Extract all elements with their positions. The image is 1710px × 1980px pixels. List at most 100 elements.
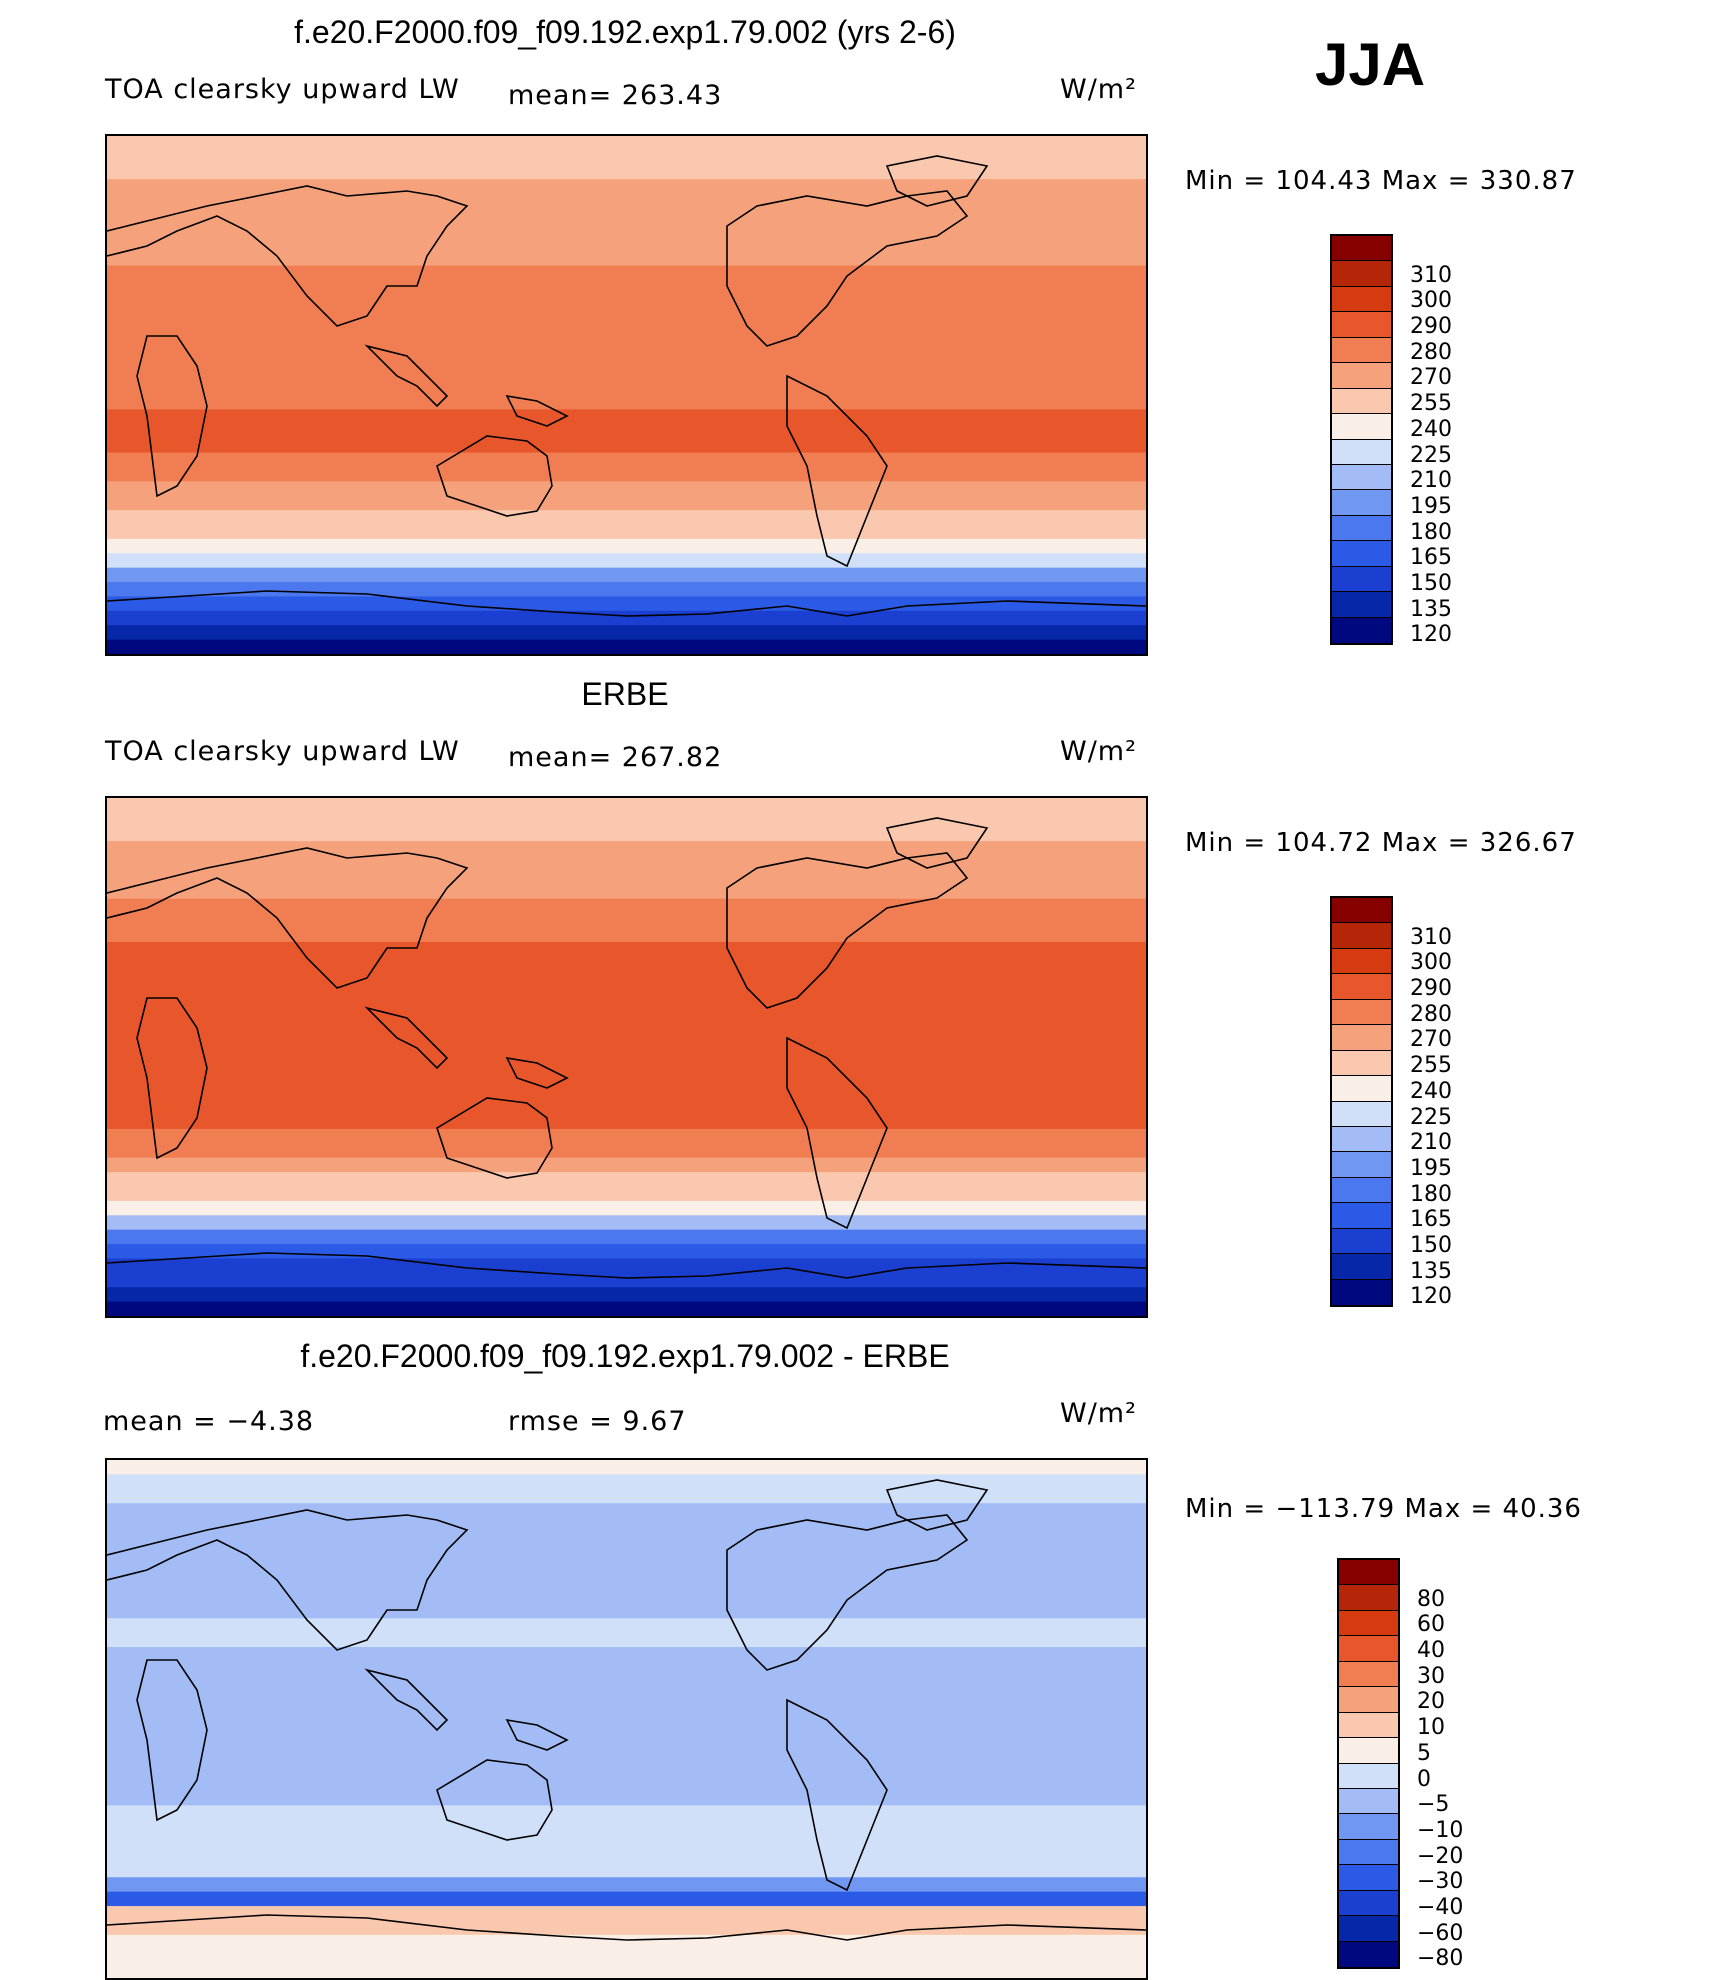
colorbar-swatch bbox=[1332, 1177, 1391, 1204]
coastline bbox=[436, 1097, 553, 1179]
colorbar-tick-label: 40 bbox=[1417, 1638, 1445, 1664]
colorbar-swatch bbox=[1339, 1560, 1398, 1586]
colorbar-tick-label: 290 bbox=[1410, 976, 1452, 1002]
map-zonal-band bbox=[107, 251, 1146, 267]
map-zonal-band bbox=[107, 1157, 1146, 1174]
colorbar-swatch bbox=[1332, 1101, 1391, 1127]
colorbar-swatch bbox=[1332, 490, 1391, 516]
map-zonal-band bbox=[107, 812, 1146, 828]
colorbar-tick-label: 120 bbox=[1410, 1284, 1452, 1310]
colorbar-swatch bbox=[1332, 1279, 1391, 1305]
map-zonal-band bbox=[107, 1719, 1146, 1735]
panel-3-minmax: Min = −113.79 Max = 40.36 bbox=[1185, 1494, 1582, 1524]
colorbar-tick-label: 240 bbox=[1410, 1078, 1452, 1104]
coastline bbox=[436, 435, 553, 517]
map-zonal-band bbox=[107, 308, 1146, 325]
map-zonal-band bbox=[107, 481, 1146, 497]
map-zonal-band bbox=[107, 1819, 1146, 1836]
map-zonal-band bbox=[107, 1877, 1146, 1893]
panel-1-minmax: Min = 104.43 Max = 330.87 bbox=[1185, 166, 1577, 196]
colorbar-tick-label: −60 bbox=[1417, 1920, 1464, 1946]
panel-1-variable-label: TOA clearsky upward LW bbox=[105, 74, 460, 105]
map-zonal-band bbox=[107, 855, 1146, 871]
coastline bbox=[786, 374, 888, 568]
colorbar-swatch bbox=[1332, 948, 1391, 975]
map-zonal-band bbox=[107, 1862, 1146, 1879]
map-zonal-band bbox=[107, 1028, 1146, 1044]
coastline bbox=[107, 590, 1146, 617]
colorbar-swatch bbox=[1332, 592, 1391, 618]
panel-1-map-plot bbox=[107, 136, 1146, 654]
coastline bbox=[885, 155, 989, 207]
map-zonal-band bbox=[107, 1186, 1146, 1202]
colorbar-swatch bbox=[1332, 363, 1391, 389]
map-zonal-band bbox=[107, 207, 1146, 224]
map-zonal-band bbox=[107, 323, 1146, 339]
colorbar-tick-label: −80 bbox=[1417, 1946, 1464, 1972]
colorbar-swatch bbox=[1332, 312, 1391, 338]
colorbar-tick-label: 300 bbox=[1410, 950, 1452, 976]
map-zonal-band bbox=[107, 236, 1146, 253]
panel-2-units-label: W/m² bbox=[1060, 736, 1137, 767]
colorbar-swatch bbox=[1339, 1916, 1398, 1942]
map-zonal-band bbox=[107, 567, 1146, 584]
colorbar-swatch bbox=[1332, 1152, 1391, 1178]
map-zonal-band bbox=[107, 1215, 1146, 1231]
map-zonal-band bbox=[107, 1258, 1146, 1274]
colorbar-swatch bbox=[1332, 1025, 1391, 1051]
panel-2-mean-label: mean= 267.82 bbox=[508, 742, 723, 773]
map-zonal-band bbox=[107, 1287, 1146, 1303]
map-zonal-band bbox=[107, 1762, 1146, 1778]
colorbar-tick-label: −5 bbox=[1417, 1792, 1450, 1818]
colorbar-swatch bbox=[1339, 1661, 1398, 1688]
coastline bbox=[885, 1479, 989, 1531]
map-zonal-band bbox=[107, 1790, 1146, 1807]
colorbar-swatch bbox=[1339, 1585, 1398, 1611]
colorbar-swatch bbox=[1339, 1738, 1398, 1764]
colorbar-tick-label: 180 bbox=[1410, 1181, 1452, 1207]
map-zonal-band bbox=[107, 366, 1146, 382]
colorbar-tick-label: 225 bbox=[1410, 442, 1452, 468]
colorbar-swatch bbox=[1332, 898, 1391, 924]
map-zonal-band bbox=[107, 1906, 1146, 1922]
map-zonal-band bbox=[107, 985, 1146, 1001]
map-zonal-band bbox=[107, 1301, 1146, 1316]
map-zonal-band bbox=[107, 1963, 1146, 1978]
map-zonal-band bbox=[107, 1848, 1146, 1864]
colorbar-tick-label: 270 bbox=[1410, 1027, 1452, 1053]
panel-3-colorbar bbox=[1337, 1558, 1400, 1969]
panel-3-title: f.e20.F2000.f09_f09.192.exp1.79.002 - ER… bbox=[300, 1338, 950, 1374]
colorbar-tick-label: 255 bbox=[1410, 391, 1452, 417]
map-zonal-band bbox=[107, 1229, 1146, 1246]
map-zonal-band bbox=[107, 1949, 1146, 1965]
panel-2-minmax: Min = 104.72 Max = 326.67 bbox=[1185, 828, 1577, 858]
colorbar-swatch bbox=[1332, 515, 1391, 542]
panel-3-map bbox=[105, 1458, 1148, 1980]
map-zonal-band bbox=[107, 265, 1146, 281]
map-zonal-band bbox=[107, 1100, 1146, 1116]
colorbar-swatch bbox=[1339, 1890, 1398, 1917]
map-zonal-band bbox=[107, 1172, 1146, 1188]
map-zonal-band bbox=[107, 438, 1146, 454]
panel-2-map-plot bbox=[107, 798, 1146, 1316]
map-zonal-band bbox=[107, 510, 1146, 526]
map-zonal-band bbox=[107, 1071, 1146, 1087]
map-zonal-band bbox=[107, 1661, 1146, 1677]
map-zonal-band bbox=[107, 596, 1146, 612]
map-zonal-band bbox=[107, 798, 1146, 814]
coastline bbox=[364, 344, 449, 408]
colorbar-tick-label: 150 bbox=[1410, 1232, 1452, 1258]
panel-3-map-plot bbox=[107, 1460, 1146, 1978]
map-zonal-band bbox=[107, 179, 1146, 195]
coastline bbox=[364, 1668, 449, 1732]
map-zonal-band bbox=[107, 1589, 1146, 1605]
map-zonal-band bbox=[107, 1647, 1146, 1663]
colorbar-swatch bbox=[1332, 337, 1391, 364]
coastline bbox=[107, 1914, 1146, 1941]
map-zonal-band bbox=[107, 1503, 1146, 1519]
colorbar-swatch bbox=[1332, 541, 1391, 567]
map-zonal-band bbox=[107, 1143, 1146, 1159]
colorbar-swatch bbox=[1339, 1814, 1398, 1840]
map-zonal-band bbox=[107, 538, 1146, 555]
coastline bbox=[107, 847, 469, 989]
